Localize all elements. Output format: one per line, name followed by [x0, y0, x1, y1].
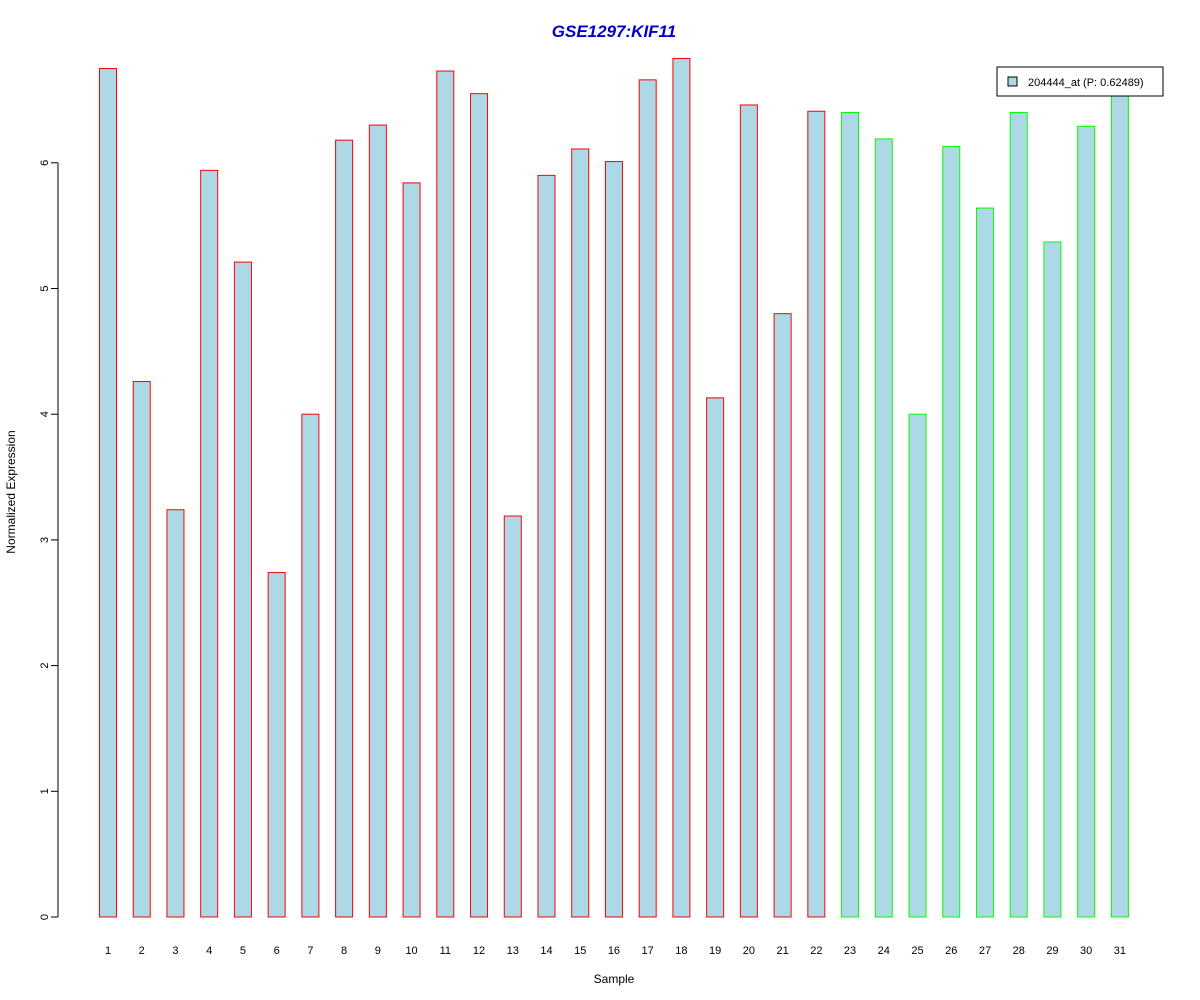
- legend-entry-label: 204444_at (P: 0.62489): [1028, 77, 1144, 89]
- bar-sample-18: [672, 57, 691, 918]
- x-tick-label: 31: [1114, 945, 1126, 957]
- x-tick-label: 29: [1046, 945, 1058, 957]
- x-tick-label: 24: [878, 945, 890, 957]
- y-tick-label: 3: [39, 537, 51, 543]
- bar-sample-23: [841, 112, 860, 918]
- x-tick-label: 8: [341, 945, 347, 957]
- x-axis-label: Sample: [594, 972, 635, 986]
- bar-sample-14: [537, 174, 556, 918]
- bar-sample-30: [1077, 125, 1096, 918]
- x-tick-label: 17: [642, 945, 654, 957]
- bar-sample-15: [571, 148, 590, 918]
- bar-sample-22: [807, 110, 826, 918]
- x-tick-label: 3: [172, 945, 178, 957]
- x-tick-label: 22: [810, 945, 822, 957]
- x-tick-label: 27: [979, 945, 991, 957]
- bar-sample-26: [942, 145, 961, 918]
- bar-sample-21: [773, 313, 792, 918]
- legend-swatch: [1007, 76, 1018, 87]
- chart-title: GSE1297:KIF11: [552, 22, 676, 41]
- y-tick-label: 2: [39, 663, 51, 669]
- x-tick-label: 26: [945, 945, 957, 957]
- bar-sample-3: [166, 509, 185, 918]
- bar-sample-25: [908, 413, 927, 918]
- bar-sample-20: [739, 104, 758, 918]
- bar-sample-17: [638, 79, 657, 918]
- bar-sample-28: [1009, 112, 1028, 918]
- x-tick-label: 14: [540, 945, 552, 957]
- y-tick-label: 1: [39, 788, 51, 794]
- x-tick-label: 13: [507, 945, 519, 957]
- x-tick-label: 2: [139, 945, 145, 957]
- x-tick-label: 20: [743, 945, 755, 957]
- x-tick-label: 12: [473, 945, 485, 957]
- bar-sample-2: [132, 381, 151, 918]
- bar-sample-4: [200, 169, 219, 918]
- x-tick-label: 19: [709, 945, 721, 957]
- x-tick-label: 28: [1013, 945, 1025, 957]
- y-axis: 0 1 2 3 4 5 6: [39, 160, 59, 920]
- bar-sample-11: [436, 70, 455, 918]
- x-tick-label: 16: [608, 945, 620, 957]
- bars-group: [99, 57, 1129, 918]
- x-tick-label: 18: [675, 945, 687, 957]
- bar-sample-29: [1043, 241, 1062, 918]
- bar-sample-9: [368, 124, 387, 918]
- bar-sample-31: [1110, 93, 1129, 918]
- y-tick-label: 4: [39, 411, 51, 417]
- x-tick-label: 7: [307, 945, 313, 957]
- bar-sample-5: [233, 261, 252, 918]
- x-tick-label: 11: [440, 945, 451, 957]
- x-tick-label: 4: [206, 945, 212, 957]
- bar-sample-16: [604, 161, 623, 918]
- x-tick-label: 6: [274, 945, 280, 957]
- x-tick-label: 9: [375, 945, 381, 957]
- y-tick-label: 0: [39, 914, 51, 920]
- y-tick-label: 6: [39, 160, 51, 166]
- x-tick-label: 30: [1080, 945, 1092, 957]
- x-tick-label: 1: [105, 945, 111, 957]
- bar-sample-8: [335, 139, 354, 918]
- bar-sample-10: [402, 182, 421, 918]
- legend: 204444_at (P: 0.62489): [996, 66, 1164, 97]
- bar-sample-13: [503, 515, 522, 918]
- legend-box: [996, 66, 1164, 97]
- bar-sample-19: [706, 397, 725, 918]
- x-tick-labels: 1 2 3 4 5 6 7 8 9 10 11 12 13 14 15 16 17 18 19 20 21 22 23 24 2…: [105, 945, 1126, 957]
- bar-sample-1: [99, 68, 117, 918]
- bar-sample-7: [301, 413, 320, 918]
- bar-sample-12: [470, 93, 489, 918]
- y-axis-label: Normalized Expression: [4, 430, 18, 553]
- x-tick-label: 25: [911, 945, 923, 957]
- y-tick-label: 5: [39, 285, 51, 291]
- x-tick-label: 10: [405, 945, 417, 957]
- bar-sample-27: [975, 207, 994, 918]
- x-tick-label: 23: [844, 945, 856, 957]
- x-tick-label: 15: [574, 945, 586, 957]
- x-tick-label: 5: [240, 945, 246, 957]
- bar-sample-6: [267, 572, 286, 918]
- bar-sample-24: [874, 138, 893, 918]
- x-tick-label: 21: [776, 945, 788, 957]
